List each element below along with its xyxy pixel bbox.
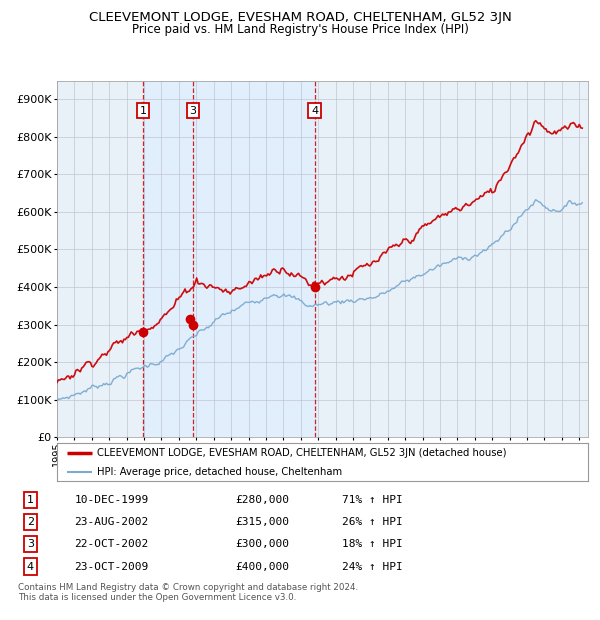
Text: 22-OCT-2002: 22-OCT-2002 (74, 539, 149, 549)
Text: £280,000: £280,000 (235, 495, 289, 505)
Text: 10-DEC-1999: 10-DEC-1999 (74, 495, 149, 505)
Text: 2: 2 (27, 517, 34, 527)
Text: CLEEVEMONT LODGE, EVESHAM ROAD, CHELTENHAM, GL52 3JN: CLEEVEMONT LODGE, EVESHAM ROAD, CHELTENH… (89, 11, 511, 24)
Text: 3: 3 (27, 539, 34, 549)
Text: £300,000: £300,000 (235, 539, 289, 549)
Text: 26% ↑ HPI: 26% ↑ HPI (342, 517, 403, 527)
Text: Price paid vs. HM Land Registry's House Price Index (HPI): Price paid vs. HM Land Registry's House … (131, 23, 469, 36)
Text: 3: 3 (190, 105, 196, 115)
Text: Contains HM Land Registry data © Crown copyright and database right 2024.
This d: Contains HM Land Registry data © Crown c… (18, 583, 358, 602)
Text: 23-OCT-2009: 23-OCT-2009 (74, 562, 149, 572)
Text: HPI: Average price, detached house, Cheltenham: HPI: Average price, detached house, Chel… (97, 467, 342, 477)
Text: 24% ↑ HPI: 24% ↑ HPI (342, 562, 403, 572)
Text: CLEEVEMONT LODGE, EVESHAM ROAD, CHELTENHAM, GL52 3JN (detached house): CLEEVEMONT LODGE, EVESHAM ROAD, CHELTENH… (97, 448, 506, 458)
Text: 4: 4 (27, 562, 34, 572)
Text: 18% ↑ HPI: 18% ↑ HPI (342, 539, 403, 549)
Text: 1: 1 (27, 495, 34, 505)
Text: £400,000: £400,000 (235, 562, 289, 572)
Text: 71% ↑ HPI: 71% ↑ HPI (342, 495, 403, 505)
Text: 23-AUG-2002: 23-AUG-2002 (74, 517, 149, 527)
Text: 1: 1 (140, 105, 146, 115)
Text: £315,000: £315,000 (235, 517, 289, 527)
Bar (143, 81, 315, 437)
Text: 4: 4 (311, 105, 319, 115)
